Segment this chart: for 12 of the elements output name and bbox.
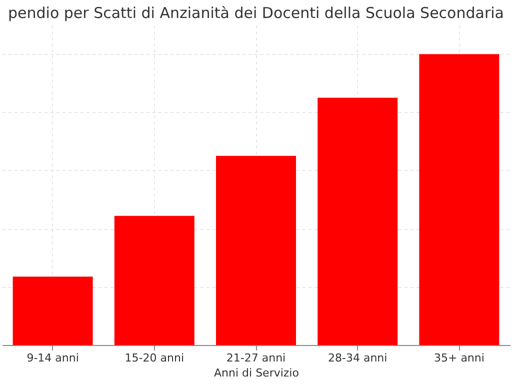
x-tick-label: 9-14 anni: [26, 352, 79, 364]
bar: [114, 216, 194, 345]
bar: [216, 156, 296, 345]
bar: [12, 276, 93, 345]
x-tick-label: 35+ anni: [434, 352, 484, 364]
chart-title: pendio per Scatti di Anzianità dei Docenti della Scuola Secondaria: [8, 4, 504, 22]
bar: [318, 98, 398, 345]
x-axis-title: Anni di Servizio: [214, 366, 300, 380]
x-tick-label: 28-34 anni: [328, 352, 388, 364]
x-tick-label: 15-20 anni: [124, 352, 184, 364]
x-tick-label: 21-27 anni: [226, 352, 286, 364]
bar: [419, 54, 500, 345]
